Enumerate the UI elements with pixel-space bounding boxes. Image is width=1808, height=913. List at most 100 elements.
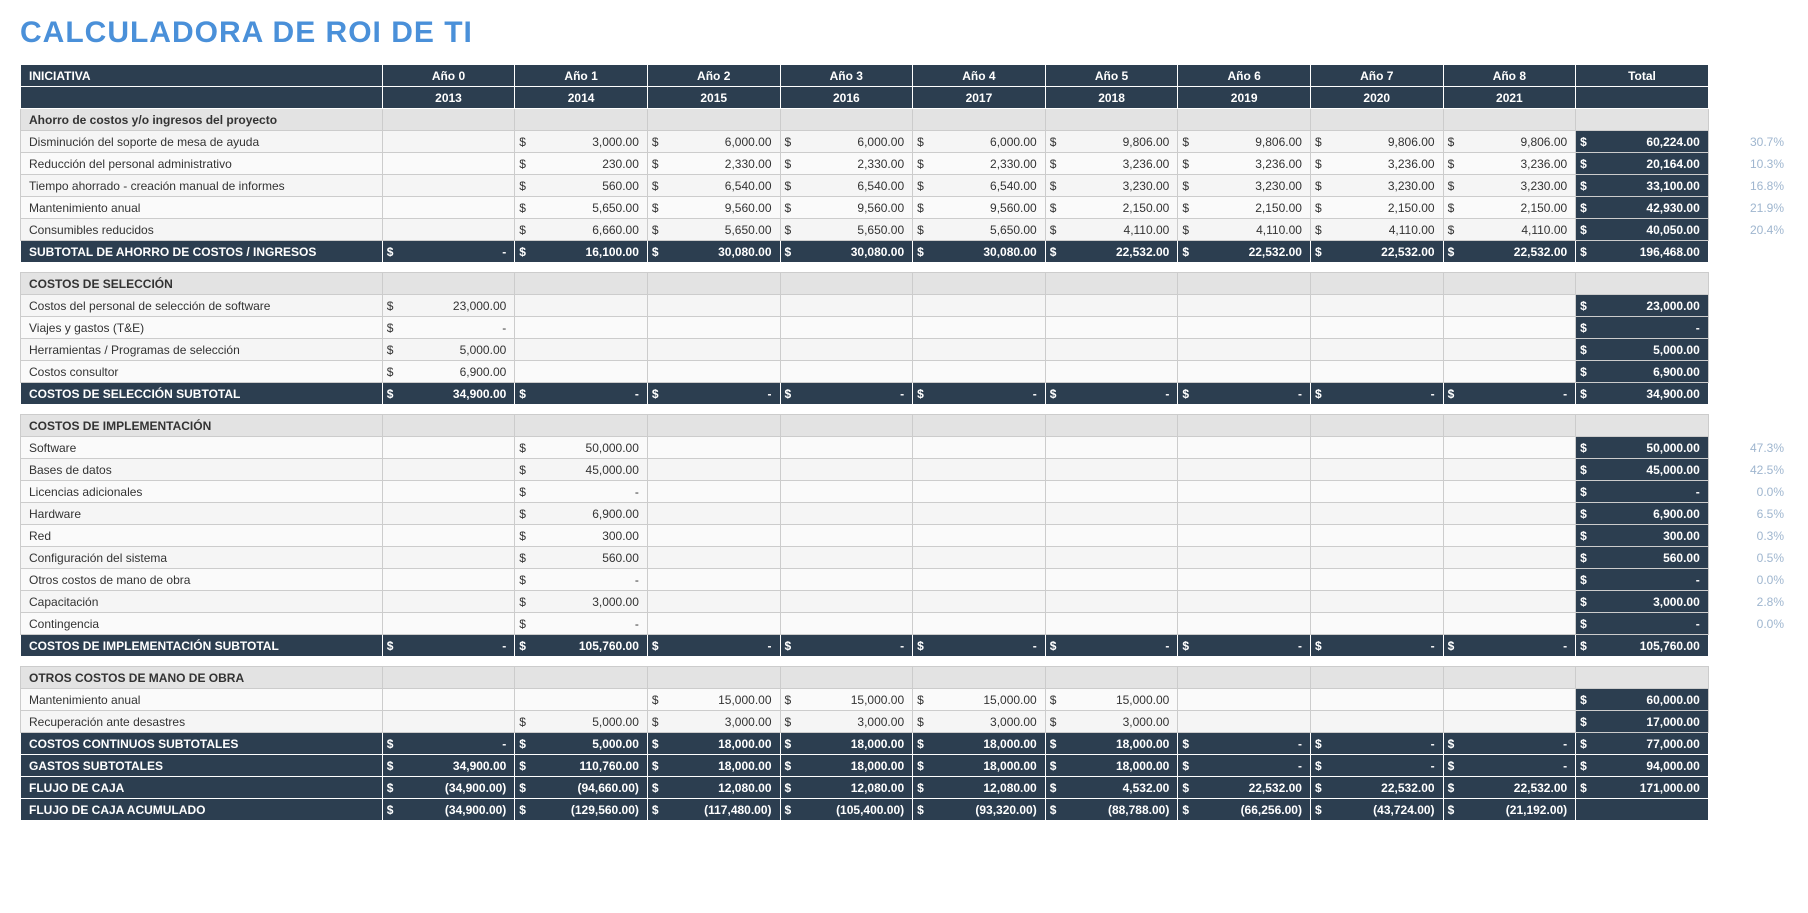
value-cell: $23,000.00 bbox=[382, 295, 515, 317]
value-cell: $(21,192.00) bbox=[1443, 799, 1576, 821]
value-cell: $(117,480.00) bbox=[647, 799, 780, 821]
value-cell: $45,000.00 bbox=[1576, 459, 1709, 481]
value-cell: $9,806.00 bbox=[1310, 131, 1443, 153]
value-cell bbox=[382, 613, 515, 635]
value-cell: $5,000.00 bbox=[382, 339, 515, 361]
value-cell: $18,000.00 bbox=[1045, 733, 1178, 755]
row-label: Reducción del personal administrativo bbox=[21, 153, 383, 175]
value-cell bbox=[515, 361, 648, 383]
value-cell bbox=[1310, 569, 1443, 591]
value-cell: $(105,400.00) bbox=[780, 799, 913, 821]
value-cell: $196,468.00 bbox=[1576, 241, 1709, 263]
value-cell: $9,560.00 bbox=[780, 197, 913, 219]
col-year-8: Año 8 bbox=[1443, 65, 1576, 87]
value-cell bbox=[1178, 339, 1311, 361]
value-cell: $30,080.00 bbox=[780, 241, 913, 263]
value-cell: $(94,660.00) bbox=[515, 777, 648, 799]
value-cell bbox=[647, 569, 780, 591]
table-row: Viajes y gastos (T&E)$-$- bbox=[21, 317, 1789, 339]
value-cell: $3,230.00 bbox=[1310, 175, 1443, 197]
section-heading: COSTOS DE IMPLEMENTACIÓN bbox=[21, 415, 383, 437]
table-row: Costos consultor$6,900.00$6,900.00 bbox=[21, 361, 1789, 383]
value-cell: $18,000.00 bbox=[647, 755, 780, 777]
value-cell bbox=[647, 317, 780, 339]
value-cell: $- bbox=[1045, 383, 1178, 405]
value-cell bbox=[647, 437, 780, 459]
value-cell: $3,000.00 bbox=[1045, 711, 1178, 733]
footer-row: FLUJO DE CAJA$(34,900.00)$(94,660.00)$12… bbox=[21, 777, 1789, 799]
value-cell: $560.00 bbox=[1576, 547, 1709, 569]
value-cell: $2,150.00 bbox=[1310, 197, 1443, 219]
value-cell bbox=[382, 591, 515, 613]
value-cell: $- bbox=[382, 635, 515, 657]
value-cell bbox=[1310, 711, 1443, 733]
value-cell bbox=[647, 613, 780, 635]
value-cell: $- bbox=[1576, 613, 1709, 635]
value-cell: $- bbox=[913, 383, 1046, 405]
value-cell bbox=[382, 437, 515, 459]
value-cell bbox=[1443, 437, 1576, 459]
row-label: Software bbox=[21, 437, 383, 459]
value-cell: $3,236.00 bbox=[1310, 153, 1443, 175]
value-cell bbox=[780, 459, 913, 481]
table-row: Herramientas / Programas de selección$5,… bbox=[21, 339, 1789, 361]
value-cell bbox=[1045, 503, 1178, 525]
value-cell bbox=[1443, 547, 1576, 569]
value-cell: $4,110.00 bbox=[1443, 219, 1576, 241]
value-cell bbox=[647, 591, 780, 613]
value-cell: $300.00 bbox=[1576, 525, 1709, 547]
value-cell: $3,000.00 bbox=[515, 131, 648, 153]
value-cell bbox=[515, 295, 648, 317]
value-cell: $22,532.00 bbox=[1045, 241, 1178, 263]
value-cell bbox=[1443, 317, 1576, 339]
value-cell bbox=[1443, 361, 1576, 383]
value-cell: $40,050.00 bbox=[1576, 219, 1709, 241]
value-cell bbox=[780, 339, 913, 361]
value-cell: $(93,320.00) bbox=[913, 799, 1046, 821]
row-label: Red bbox=[21, 525, 383, 547]
value-cell bbox=[1178, 361, 1311, 383]
table-row: Mantenimiento anual$15,000.00$15,000.00$… bbox=[21, 689, 1789, 711]
table-row: Configuración del sistema$560.00$560.000… bbox=[21, 547, 1789, 569]
table-row: Bases de datos$45,000.00$45,000.0042.5% bbox=[21, 459, 1789, 481]
value-cell bbox=[913, 437, 1046, 459]
value-cell bbox=[780, 361, 913, 383]
value-cell: $2,150.00 bbox=[1045, 197, 1178, 219]
value-cell bbox=[913, 481, 1046, 503]
value-cell bbox=[913, 459, 1046, 481]
value-cell: $34,900.00 bbox=[382, 755, 515, 777]
value-cell bbox=[1443, 525, 1576, 547]
value-cell: $42,930.00 bbox=[1576, 197, 1709, 219]
value-cell bbox=[1310, 361, 1443, 383]
subtotal-row: SUBTOTAL DE AHORRO DE COSTOS / INGRESOS$… bbox=[21, 241, 1789, 263]
value-cell bbox=[1443, 569, 1576, 591]
value-cell: $15,000.00 bbox=[913, 689, 1046, 711]
value-cell: $9,806.00 bbox=[1443, 131, 1576, 153]
value-cell: $230.00 bbox=[515, 153, 648, 175]
value-cell: $23,000.00 bbox=[1576, 295, 1709, 317]
value-cell: $5,650.00 bbox=[780, 219, 913, 241]
value-cell: $2,150.00 bbox=[1443, 197, 1576, 219]
value-cell bbox=[1310, 613, 1443, 635]
value-cell bbox=[1443, 613, 1576, 635]
value-cell bbox=[1310, 459, 1443, 481]
value-cell bbox=[1178, 437, 1311, 459]
value-cell bbox=[647, 503, 780, 525]
value-cell bbox=[913, 591, 1046, 613]
value-cell: $4,532.00 bbox=[1045, 777, 1178, 799]
value-cell bbox=[1443, 459, 1576, 481]
subtotal-row: COSTOS CONTINUOS SUBTOTALES$-$5,000.00$1… bbox=[21, 733, 1789, 755]
value-cell: $3,236.00 bbox=[1443, 153, 1576, 175]
value-cell bbox=[515, 689, 648, 711]
value-cell: $22,532.00 bbox=[1310, 241, 1443, 263]
row-label: Capacitación bbox=[21, 591, 383, 613]
value-cell: $- bbox=[1310, 383, 1443, 405]
value-cell bbox=[382, 569, 515, 591]
value-cell: $45,000.00 bbox=[515, 459, 648, 481]
value-cell bbox=[1045, 613, 1178, 635]
value-cell bbox=[1178, 481, 1311, 503]
col-year-6: Año 6 bbox=[1178, 65, 1311, 87]
value-cell: $5,650.00 bbox=[647, 219, 780, 241]
value-cell: $2,330.00 bbox=[913, 153, 1046, 175]
value-cell: $18,000.00 bbox=[647, 733, 780, 755]
